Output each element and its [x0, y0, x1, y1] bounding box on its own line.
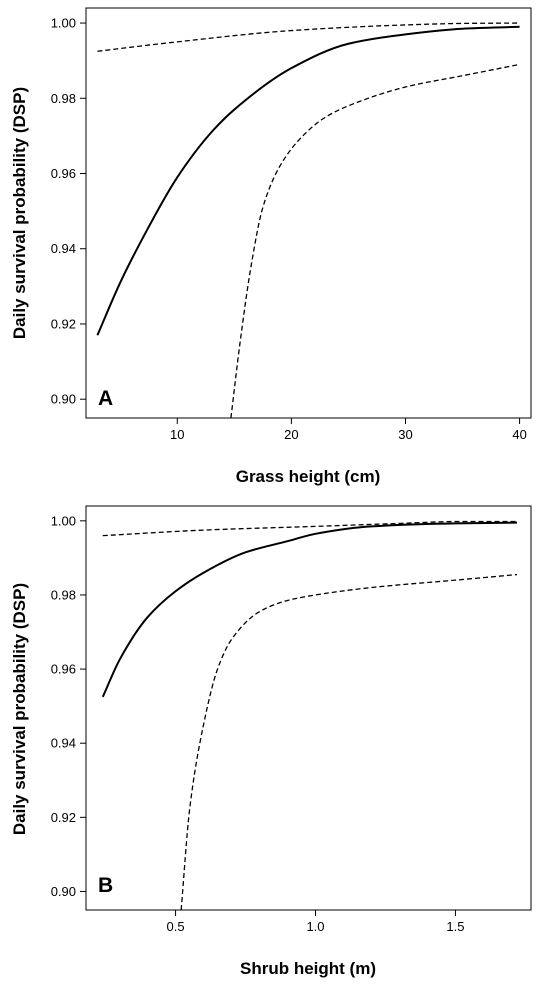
panel-label: A — [98, 387, 113, 410]
panel-label: B — [98, 874, 113, 897]
x-tick-label: 20 — [284, 427, 298, 442]
x-tick-label: 1.0 — [306, 919, 324, 934]
y-tick-label: 0.90 — [51, 392, 76, 407]
y-tick-label: 0.92 — [51, 810, 76, 825]
x-tick-label: 40 — [512, 427, 526, 442]
estimate-line — [96, 25, 520, 336]
x-axis-title: Shrub height (m) — [240, 959, 376, 978]
upper-ci-line — [97, 22, 520, 52]
x-tick-label: 0.5 — [167, 919, 185, 934]
y-tick-label: 0.96 — [51, 662, 76, 677]
y-axis-title: Daily survival probability (DSP) — [10, 87, 29, 339]
y-tick-label: 0.98 — [51, 91, 76, 106]
y-tick-label: 1.00 — [51, 16, 76, 31]
panel-b: 0.90 0.92 0.94 0.96 0.98 1.00 0.5 1.0 1.5 B Shru… — [10, 505, 532, 978]
panel-a: 0.90 0.92 0.94 0.96 0.98 1.00 10 20 30 40 A Grass… — [10, 7, 532, 486]
x-axis-title: Grass height (cm) — [236, 467, 381, 486]
y-tick-label: 0.94 — [51, 736, 76, 751]
y-tick-label: 0.98 — [51, 587, 76, 602]
y-tick-label: 0.94 — [51, 241, 76, 256]
y-tick-label: 0.90 — [51, 884, 76, 899]
plot-area-frame — [85, 7, 532, 419]
x-tick-label: 30 — [398, 427, 412, 442]
lower-ci-line — [180, 573, 518, 911]
plot-marks: 0.90 0.92 0.94 0.96 0.98 1.00 0.5 1.0 1.5 — [51, 513, 518, 934]
y-tick-label: 0.96 — [51, 166, 76, 181]
plot-marks: 0.90 0.92 0.94 0.96 0.98 1.00 10 20 30 40 — [51, 16, 527, 442]
x-tick-label: 10 — [170, 427, 184, 442]
upper-ci-line — [102, 520, 518, 537]
y-tick-label: 0.92 — [51, 316, 76, 331]
y-axis-title: Daily survival probability (DSP) — [10, 583, 29, 835]
y-tick-label: 1.00 — [51, 513, 76, 528]
lower-ci-line — [230, 63, 520, 419]
estimate-line — [101, 521, 518, 698]
x-tick-label: 1.5 — [446, 919, 464, 934]
plot-area-frame — [85, 505, 532, 911]
